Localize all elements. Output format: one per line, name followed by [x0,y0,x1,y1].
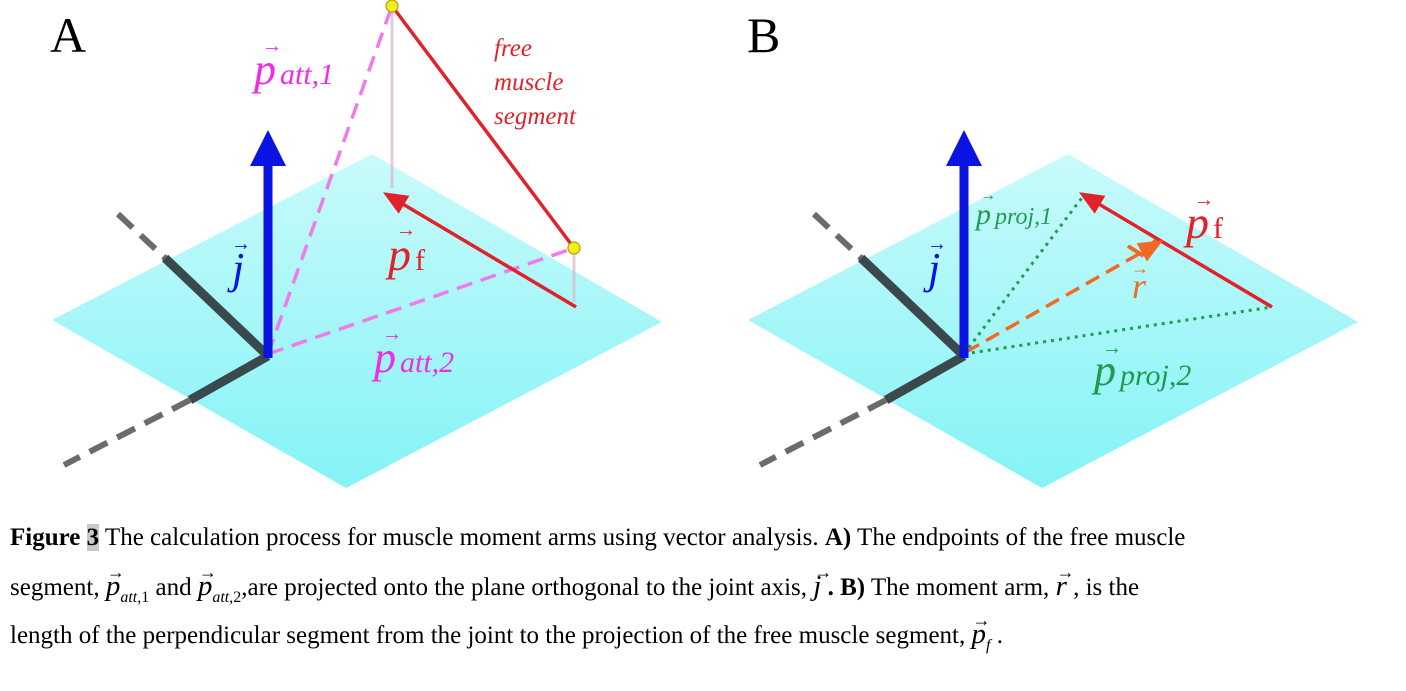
panel-a: A → p att,1 → p att [50,0,662,488]
symbol-r: r [1056,550,1076,608]
panel-b: B → p proj,1 → p proj,2 → p [747,7,1358,488]
symbol-j: j [813,550,832,608]
endpoint-top-a [385,0,399,13]
caption-b-label: . B) [821,574,866,601]
caption-a-text-2: segment, [10,574,106,601]
joint-axis-lower-b [883,352,967,404]
panel-b-letter: B [747,7,780,63]
label-p-att1: → p att,1 [251,35,334,94]
caption-a-text-1: The endpoints of the free muscle [851,524,1186,551]
joint-axis-upper-b [857,254,968,360]
symbol-p-f: pf [972,598,991,668]
panel-a-letter: A [50,7,86,63]
caption-intro: The calculation process for muscle momen… [99,524,825,551]
label-j-a: → j [227,233,255,293]
plane-a [52,154,662,488]
plane-b [748,154,1358,488]
free-muscle-segment-line [390,4,576,250]
caption-and: and [149,574,198,601]
p-att1-vector [266,5,394,355]
label-p-proj2: → p proj,2 [1091,337,1191,395]
label-p-proj1: → p proj,1 [974,187,1052,231]
joint-axis-front-dashed-b [758,397,888,468]
symbol-p-att1: patt,1 [106,550,149,620]
joint-axis-lower [187,352,271,404]
endpoint-side-a [567,241,581,255]
symbol-p-att2: patt,2 [198,550,241,620]
p-f-vector-b [1078,192,1273,309]
joint-axis-back-dashed-b [811,211,864,261]
figure-number: 3 [86,524,100,551]
p-att2-vector [267,246,575,356]
caption-end: . [990,622,1003,649]
label-p-f-a: → p f [385,219,425,280]
caption-a-text-3: ,are projected onto the plane orthogonal… [241,574,814,601]
label-p-f-b: → p f [1183,189,1223,248]
caption-a-label: A) [824,524,852,551]
caption-line-2: segment, patt,1 and patt,2,are projected… [10,550,1400,612]
figure-caption: Figure 3 The calculation process for mus… [10,516,1400,664]
caption-b-text-3: length of the perpendicular segment from… [10,622,972,649]
caption-line-3: length of the perpendicular segment from… [10,598,1400,664]
joint-axis-back-dashed [115,211,168,261]
moment-arm-r-vector [965,240,1164,354]
moment-arm-figure: A → p att,1 → p att [50,0,1358,488]
label-free-muscle-segment: free muscle segment [494,35,577,130]
label-j-b: → j [923,233,951,293]
joint-axis-upper [161,254,272,360]
caption-line-1: Figure 3 The calculation process for mus… [10,516,1400,564]
p-proj1-vector [962,194,1086,355]
label-r: → r [1131,258,1153,306]
joint-axis-front-dashed [62,397,192,468]
caption-b-text-2: , is the [1066,574,1140,601]
caption-b-text-1: The moment arm, [865,574,1056,601]
figure-label: Figure [10,524,87,551]
p-f-vector-a [382,192,577,309]
label-p-att2: → p att,2 [371,323,454,382]
right-angle-marker [1126,238,1158,258]
